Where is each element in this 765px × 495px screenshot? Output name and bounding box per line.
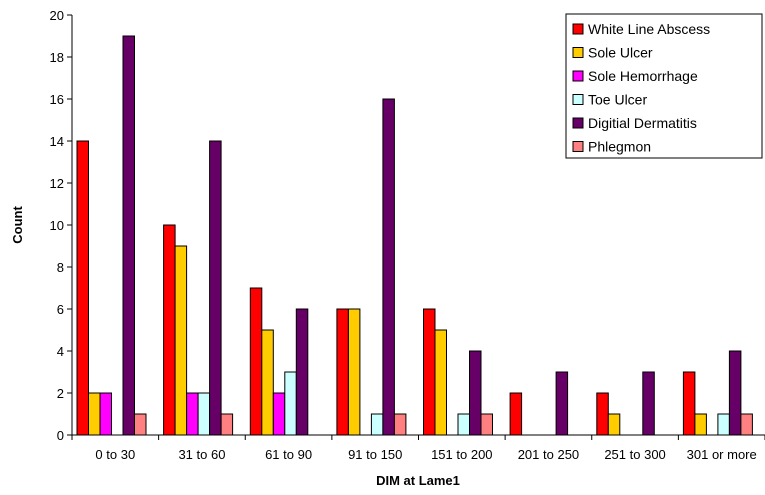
axes [71,15,765,436]
bar [382,98,395,436]
legend-swatch [572,94,584,105]
y-tick-label: 20 [50,8,64,23]
y-tick-label: 4 [57,344,64,359]
bars [76,35,753,436]
bar [295,308,309,436]
legend-swatch [572,70,584,82]
legend-swatch [572,23,584,35]
y-tick-label: 14 [50,134,64,149]
x-tick-label: 201 to 250 [518,447,579,462]
x-tick-label: 61 to 90 [265,447,312,462]
bar [509,392,523,436]
y-tick-label: 8 [57,260,64,275]
bar [197,392,211,436]
legend-label: Sole Hemorrhage [588,68,698,84]
bar [249,287,263,436]
bar [694,413,707,436]
x-axis-title: DIM at Lame1 [376,473,460,488]
bar [596,392,609,436]
legend-label: White Line Abscess [588,21,710,37]
legend-swatch [572,141,584,152]
bar [209,140,222,436]
bar [272,392,286,436]
legend-label: Phlegmon [588,139,651,155]
y-tick-label: 6 [57,302,64,317]
y-tick-label: 18 [50,50,64,65]
x-tick-label: 251 to 300 [604,447,665,462]
bar [642,371,655,436]
legend-swatch [572,47,584,58]
x-tick-label: 0 to 30 [95,447,135,462]
bar [555,371,569,436]
x-tick-label: 301 or more [687,447,757,462]
legend-swatch [572,117,584,129]
bar [99,392,112,436]
bar [423,308,436,436]
bar [284,371,297,436]
x-tick-label: 151 to 200 [431,447,492,462]
legend-label: Digitial Dermatitis [588,115,697,131]
bar [728,350,742,436]
y-axis-title: Count [10,206,25,244]
y-tick-label: 12 [50,176,64,191]
bar [457,413,470,436]
bar [76,140,89,436]
bar [607,413,621,436]
bar [682,371,696,436]
legend-box [565,13,763,159]
bar [469,350,482,436]
y-tick-label: 10 [50,218,64,233]
bar [434,329,447,436]
y-tick-label: 0 [57,428,64,443]
x-tick-label: 31 to 60 [178,447,225,462]
bar [717,413,730,436]
bar [261,329,274,436]
y-tick-label: 2 [57,386,64,401]
bar [336,308,349,436]
bar [740,413,753,436]
bar [186,392,199,436]
legend: White Line Abscess Sole Ulcer Sole Hemorrh… [565,13,763,159]
x-tick-label: 91 to 150 [348,447,402,462]
bar [370,413,384,436]
bar [122,35,135,436]
y-axis-ticks: 0 2 4 6 8 10 12 14 16 18 20 [50,8,72,443]
legend-label: Toe Ulcer [588,92,647,108]
bar [393,413,407,436]
bar [220,413,234,436]
y-tick-label: 16 [50,92,64,107]
bar [480,413,493,436]
legend-label: Sole Ulcer [588,45,653,61]
bar [134,413,147,436]
bar [347,308,361,436]
x-axis-ticks: 0 to 30 31 to 60 61 to 90 91 to 150 151 to 2… [71,435,765,462]
bar [163,224,176,436]
bar [174,245,188,436]
bar [88,392,101,436]
